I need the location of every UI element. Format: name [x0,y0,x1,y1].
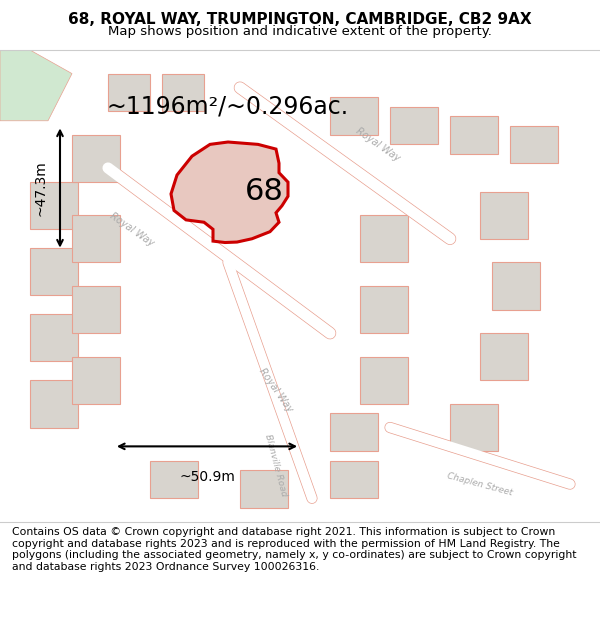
Text: Map shows position and indicative extent of the property.: Map shows position and indicative extent… [108,24,492,38]
Polygon shape [72,215,120,262]
Polygon shape [30,182,78,229]
Polygon shape [480,191,528,239]
Polygon shape [450,116,498,154]
Polygon shape [150,461,198,498]
Polygon shape [171,142,288,242]
Polygon shape [30,380,78,428]
Text: ~47.3m: ~47.3m [34,160,48,216]
Polygon shape [108,74,150,111]
Polygon shape [72,135,120,182]
Polygon shape [162,74,204,111]
Polygon shape [480,333,528,380]
Polygon shape [360,286,408,333]
Text: Royal Way: Royal Way [257,366,295,414]
Polygon shape [330,97,378,135]
Polygon shape [0,50,72,121]
Text: ~1196m²/~0.296ac.: ~1196m²/~0.296ac. [107,94,349,119]
Polygon shape [240,470,288,508]
Text: ~50.9m: ~50.9m [179,470,235,484]
Polygon shape [360,215,408,262]
Polygon shape [330,413,378,451]
Polygon shape [360,357,408,404]
Text: Chaplen Street: Chaplen Street [446,471,514,498]
Polygon shape [72,357,120,404]
Text: 68, ROYAL WAY, TRUMPINGTON, CAMBRIDGE, CB2 9AX: 68, ROYAL WAY, TRUMPINGTON, CAMBRIDGE, C… [68,12,532,28]
Polygon shape [390,107,438,144]
Polygon shape [30,248,78,296]
Text: Contains OS data © Crown copyright and database right 2021. This information is : Contains OS data © Crown copyright and d… [12,527,577,572]
Polygon shape [492,262,540,309]
Polygon shape [450,404,498,451]
Text: Royal Way: Royal Way [354,126,402,163]
Text: Blanville Road: Blanville Road [263,433,289,498]
Polygon shape [510,126,558,163]
Polygon shape [72,286,120,333]
Text: Royal Way: Royal Way [108,211,156,248]
Polygon shape [330,461,378,498]
Text: 68: 68 [245,177,283,206]
Polygon shape [30,314,78,361]
